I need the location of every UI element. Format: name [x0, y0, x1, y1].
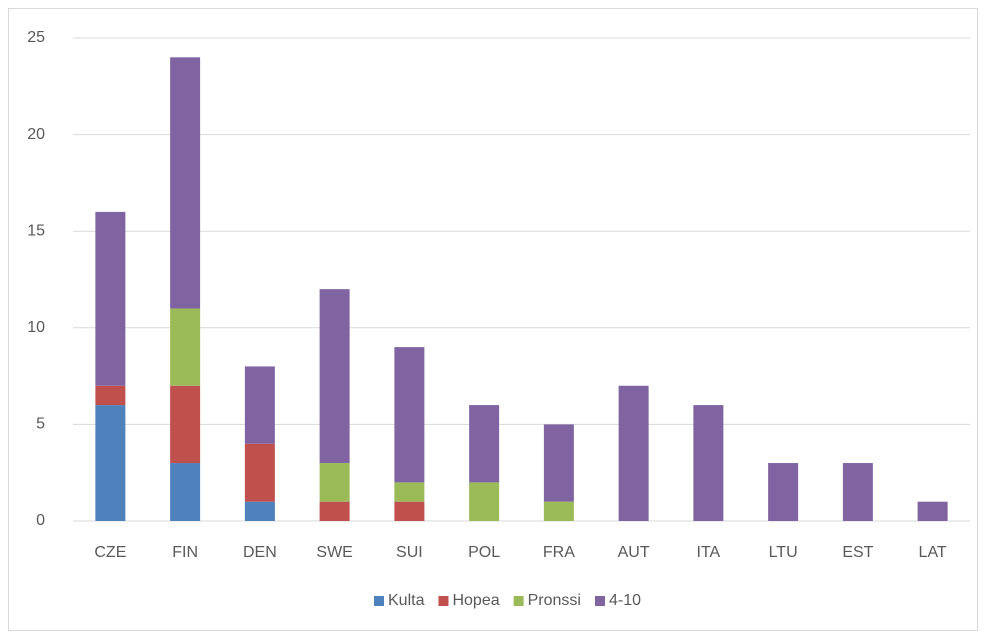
y-tick-label: 10	[27, 319, 45, 336]
x-tick-label: SWE	[316, 544, 352, 561]
legend-swatch	[438, 596, 449, 606]
bar-segment	[244, 501, 275, 521]
bar-segment	[244, 366, 275, 444]
y-tick-label: 0	[36, 512, 45, 529]
bar-segment	[170, 308, 201, 386]
x-tick-label: SUI	[396, 544, 423, 561]
y-tick-label: 5	[36, 416, 45, 433]
x-tick-label: ITA	[697, 544, 721, 561]
bar-segment	[394, 482, 425, 502]
x-tick-label: LAT	[919, 544, 947, 561]
bar-segment	[319, 463, 350, 502]
x-tick-label: EST	[842, 544, 873, 561]
bar-segment	[917, 501, 948, 521]
bar-segment	[543, 424, 574, 502]
y-tick-label: 25	[27, 29, 45, 46]
bar-segment	[95, 405, 126, 521]
legend-label: Hopea	[452, 592, 499, 609]
bar-segment	[469, 405, 500, 483]
bar-segment	[95, 211, 126, 386]
bar-segment	[394, 501, 425, 521]
bar-segment	[394, 347, 425, 483]
legend-swatch	[594, 596, 605, 606]
bar-segment	[244, 443, 275, 502]
y-tick-label: 20	[27, 126, 45, 143]
bar-segment	[543, 501, 574, 521]
x-tick-label: FIN	[172, 544, 198, 561]
bar-segment	[842, 463, 873, 521]
bar-segment	[170, 385, 201, 464]
legend-swatch	[513, 596, 524, 606]
y-tick-label: 15	[27, 222, 45, 239]
legend-label: Pronssi	[528, 592, 581, 609]
bar-segment	[170, 463, 201, 521]
bar-segment	[693, 405, 724, 521]
bar-segment	[469, 482, 500, 521]
x-tick-label: FRA	[543, 544, 575, 561]
bar-segment	[768, 463, 799, 521]
x-tick-label: LTU	[769, 544, 798, 561]
bar-segment	[170, 57, 201, 309]
bar-segment	[319, 289, 350, 464]
x-tick-label: DEN	[243, 544, 277, 561]
bar-segment	[95, 385, 126, 406]
x-tick-label: CZE	[94, 544, 126, 561]
x-tick-label: POL	[468, 544, 500, 561]
chart-border	[8, 8, 978, 631]
x-tick-label: AUT	[618, 544, 650, 561]
legend-label: 4-10	[609, 592, 641, 609]
bar-segment	[618, 385, 649, 521]
legend-swatch	[374, 596, 384, 606]
legend-label: Kulta	[388, 592, 425, 609]
bar-segment	[319, 501, 350, 521]
